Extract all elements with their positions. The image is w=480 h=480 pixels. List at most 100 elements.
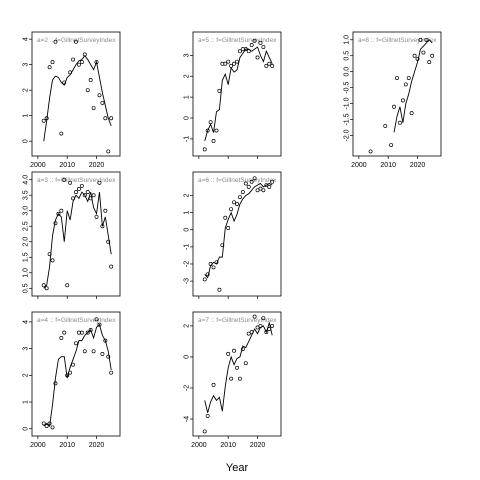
observed-point: [267, 61, 272, 66]
observed-point: [243, 47, 248, 52]
y-tick-label: 0.0: [344, 67, 351, 77]
plot-frame: [31, 311, 121, 437]
y-tick-label: -2.0: [344, 129, 351, 141]
observed-point: [267, 184, 272, 189]
panel-label: a=6 :: f=GillnetSurveyIndex: [198, 177, 277, 184]
observed-point: [205, 413, 210, 418]
observed-point: [243, 181, 248, 186]
observed-point: [202, 277, 207, 282]
observed-point: [56, 211, 61, 216]
x-tick-label: 2020: [89, 162, 105, 169]
y-tick-label: -1.0: [344, 97, 351, 109]
y-tick-label: 4.0: [23, 175, 30, 185]
observed-point: [270, 63, 275, 68]
y-tick-label: 4: [23, 320, 30, 324]
observed-point: [243, 361, 248, 366]
observed-point: [217, 88, 222, 93]
y-tick-label: -2: [184, 261, 191, 267]
x-tick-label: 2000: [30, 442, 46, 449]
y-tick-label: 3.5: [23, 190, 30, 200]
observed-point: [406, 76, 411, 81]
observed-point: [41, 283, 46, 288]
observed-point: [412, 53, 417, 58]
y-tick-label: 0.5: [23, 283, 30, 293]
observed-point: [44, 116, 49, 121]
observed-point: [103, 116, 108, 121]
observed-point: [217, 287, 222, 292]
observed-point: [88, 327, 93, 332]
observed-point: [97, 93, 102, 98]
observed-point: [232, 348, 237, 353]
panel-label: a=7 :: f=GillnetSurveyIndex: [198, 317, 277, 324]
observed-point: [59, 131, 64, 136]
observed-point: [226, 226, 231, 230]
observed-point: [237, 195, 242, 200]
fitted-line: [204, 46, 273, 142]
observed-point: [255, 55, 260, 60]
observed-point: [397, 120, 402, 125]
observed-point: [229, 63, 234, 68]
observed-point: [240, 190, 245, 194]
observed-point: [249, 330, 254, 335]
x-axis-label: Year: [226, 462, 249, 474]
panel-3: a=8 :: f=GillnetSurveyIndex-2.0 -1.5 -1.0 -…: [344, 31, 442, 169]
observed-point: [211, 265, 216, 270]
observed-point: [427, 60, 432, 65]
observed-point: [68, 180, 73, 185]
observed-point: [383, 123, 388, 128]
observed-point: [403, 82, 408, 87]
observed-point: [109, 116, 114, 121]
observed-point: [261, 316, 266, 321]
observed-point: [232, 61, 237, 66]
plot-frame: [31, 31, 121, 157]
observed-point: [235, 202, 239, 206]
observed-point: [261, 188, 266, 193]
observed-point: [106, 239, 111, 244]
y-tick-label: 3: [184, 53, 191, 57]
observed-point: [94, 214, 99, 219]
observed-point: [270, 323, 275, 328]
observed-point: [264, 63, 269, 68]
observed-point: [395, 76, 399, 81]
observed-point: [71, 196, 76, 201]
y-tick-label: -1: [184, 136, 191, 142]
observed-point: [68, 370, 73, 375]
observed-point: [109, 264, 114, 269]
observed-point: [59, 208, 64, 213]
observed-point: [400, 98, 405, 103]
observed-point: [258, 186, 263, 191]
y-tick-label: -3: [184, 278, 191, 284]
x-tick-label: 2020: [89, 442, 105, 449]
observed-point: [94, 60, 99, 65]
observed-point: [235, 365, 239, 370]
observed-point: [82, 52, 87, 57]
observed-point: [418, 37, 423, 42]
y-tick-label: 1.0: [344, 35, 351, 45]
observed-point: [74, 341, 78, 346]
y-tick-label: 2: [184, 193, 191, 197]
y-tick-label: 2.5: [23, 221, 30, 231]
observed-point: [226, 351, 231, 356]
plot-frame: [192, 171, 282, 297]
panel-5: a=6 :: f=GillnetSurveyIndex-3 -2 -1 0 1 2: [184, 171, 282, 299]
observed-point: [50, 258, 55, 263]
observed-point: [246, 49, 251, 54]
observed-point: [65, 373, 70, 378]
observed-point: [100, 224, 105, 229]
y-tick-label: 2: [184, 74, 191, 78]
observed-point: [223, 215, 228, 220]
observed-point: [252, 314, 257, 319]
plot-frame: [192, 31, 282, 157]
observed-point: [79, 330, 84, 335]
observed-point: [79, 183, 84, 188]
observed-point: [211, 382, 216, 387]
observed-point: [208, 262, 213, 266]
observed-point: [205, 128, 210, 133]
observed-point: [91, 106, 96, 110]
x-tick-label: 2020: [410, 162, 426, 169]
observed-point: [258, 323, 263, 328]
observed-point: [252, 176, 257, 181]
x-tick-label: 2010: [380, 162, 396, 169]
